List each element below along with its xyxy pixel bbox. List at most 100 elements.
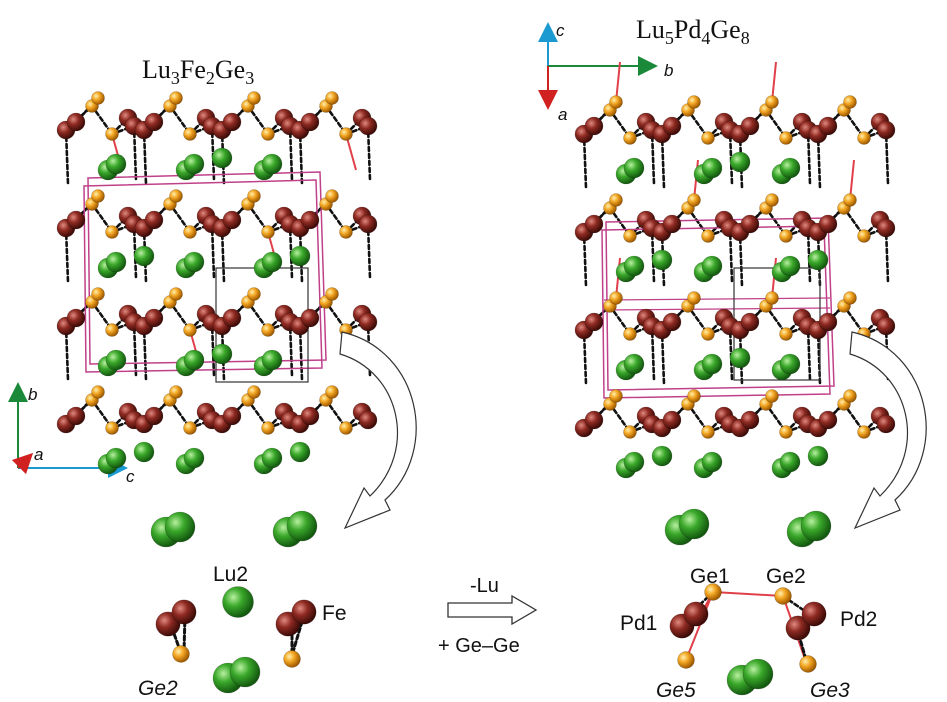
dashed-bond	[728, 324, 734, 382]
left-title: Lu3Fe2Ge3	[142, 55, 254, 88]
ge-atom	[609, 95, 623, 109]
lu-atom	[183, 447, 205, 469]
dashed-bond	[298, 324, 304, 382]
ge-atom	[623, 131, 637, 145]
ge-atom	[247, 91, 261, 105]
ge-atom	[701, 425, 715, 439]
ge-atom	[91, 287, 105, 301]
transition-metal-atom	[66, 112, 86, 132]
right-axes: c b a	[538, 21, 673, 124]
dashed-bond	[210, 320, 216, 378]
left-axes: b a c	[8, 382, 135, 486]
transition-metal-atom	[144, 112, 164, 132]
ge-atom	[779, 131, 793, 145]
ge-atom	[105, 225, 119, 239]
ge-atom	[91, 189, 105, 203]
lu-atom	[651, 249, 673, 271]
lu-atom	[289, 441, 311, 463]
dashed-bond	[288, 320, 294, 378]
dashed-bond	[132, 320, 138, 378]
ge-atom	[687, 389, 701, 403]
right-atoms	[574, 95, 896, 479]
dashed-bond	[650, 226, 656, 284]
dashed-bond	[366, 222, 372, 280]
right-crystal-structure	[574, 61, 896, 479]
lu-atom	[807, 445, 829, 467]
right-curved-arrow	[849, 331, 927, 530]
ge-atom	[687, 95, 701, 109]
dashed-bond	[884, 226, 890, 284]
transition-metal-atom	[358, 312, 378, 332]
dashed-bond	[806, 226, 812, 284]
transition-metal-atom	[740, 116, 760, 136]
ge-atom	[843, 95, 857, 109]
transition-metal-atom	[740, 312, 760, 332]
transition-metal-atom	[300, 406, 320, 426]
dashed-bond	[210, 222, 216, 280]
transition-metal-atom	[66, 406, 86, 426]
lu-atom	[742, 658, 774, 690]
ge-atom	[779, 425, 793, 439]
ge-atom	[183, 323, 197, 337]
lu-atom	[701, 255, 723, 277]
ge-atom	[283, 650, 301, 668]
transition-metal-atom	[818, 116, 838, 136]
dashed-bond	[132, 124, 138, 182]
ge-atom	[857, 131, 871, 145]
ge-atom	[169, 189, 183, 203]
transition-metal-atom	[876, 414, 896, 434]
ge-atom	[339, 127, 353, 141]
lu-atom	[105, 153, 127, 175]
ge-atom	[857, 229, 871, 243]
ge-atom	[677, 651, 695, 669]
dashed-bond	[366, 124, 372, 182]
transition-metal-atom	[300, 210, 320, 230]
ge-atom	[765, 389, 779, 403]
transition-metal-atom	[876, 316, 896, 336]
transition-metal-atom	[358, 410, 378, 430]
lu-atom	[800, 510, 832, 542]
lu-atom	[164, 511, 196, 543]
dashed-bond	[650, 128, 656, 186]
ge-atom	[172, 645, 190, 663]
lu-atom	[105, 349, 127, 371]
ge-atom	[779, 229, 793, 243]
ge-atom	[91, 91, 105, 105]
ge-atom	[183, 421, 197, 435]
transition-metal-atom	[291, 599, 317, 625]
dashed-bond	[288, 222, 294, 280]
ge-atom	[623, 425, 637, 439]
transformation-top-label: -Lu	[470, 575, 499, 597]
transition-metal-atom	[740, 214, 760, 234]
transition-metal-atom	[740, 410, 760, 430]
lu-atom	[807, 249, 829, 271]
transition-metal-atom	[144, 210, 164, 230]
transition-metal-atom	[144, 406, 164, 426]
ge-atom	[609, 291, 623, 305]
label-pd2: Pd2	[840, 608, 877, 631]
lu-atom	[229, 656, 261, 688]
ge-atom	[325, 189, 339, 203]
lu-atom	[729, 347, 751, 369]
ge-atom	[704, 583, 722, 601]
transition-metal-atom	[662, 116, 682, 136]
ge-atom	[183, 225, 197, 239]
transition-metal-atom	[584, 214, 604, 234]
transition-metal-atom	[876, 218, 896, 238]
transition-metal-atom	[584, 410, 604, 430]
dashed-bond	[132, 222, 138, 280]
ge-atom	[857, 425, 871, 439]
dashed-bond	[660, 132, 666, 190]
ge-atom	[169, 91, 183, 105]
dashed-bond	[210, 124, 216, 182]
ge-atom	[261, 127, 275, 141]
left-fragment	[150, 510, 318, 694]
transition-metal-atom	[662, 410, 682, 430]
dashed-bond	[650, 324, 656, 382]
ge-ge-bond	[615, 61, 621, 103]
ge-atom	[169, 287, 183, 301]
right-axis-b-label: b	[664, 61, 673, 80]
transition-metal-atom	[801, 601, 827, 627]
left-unit-cells	[83, 171, 327, 383]
